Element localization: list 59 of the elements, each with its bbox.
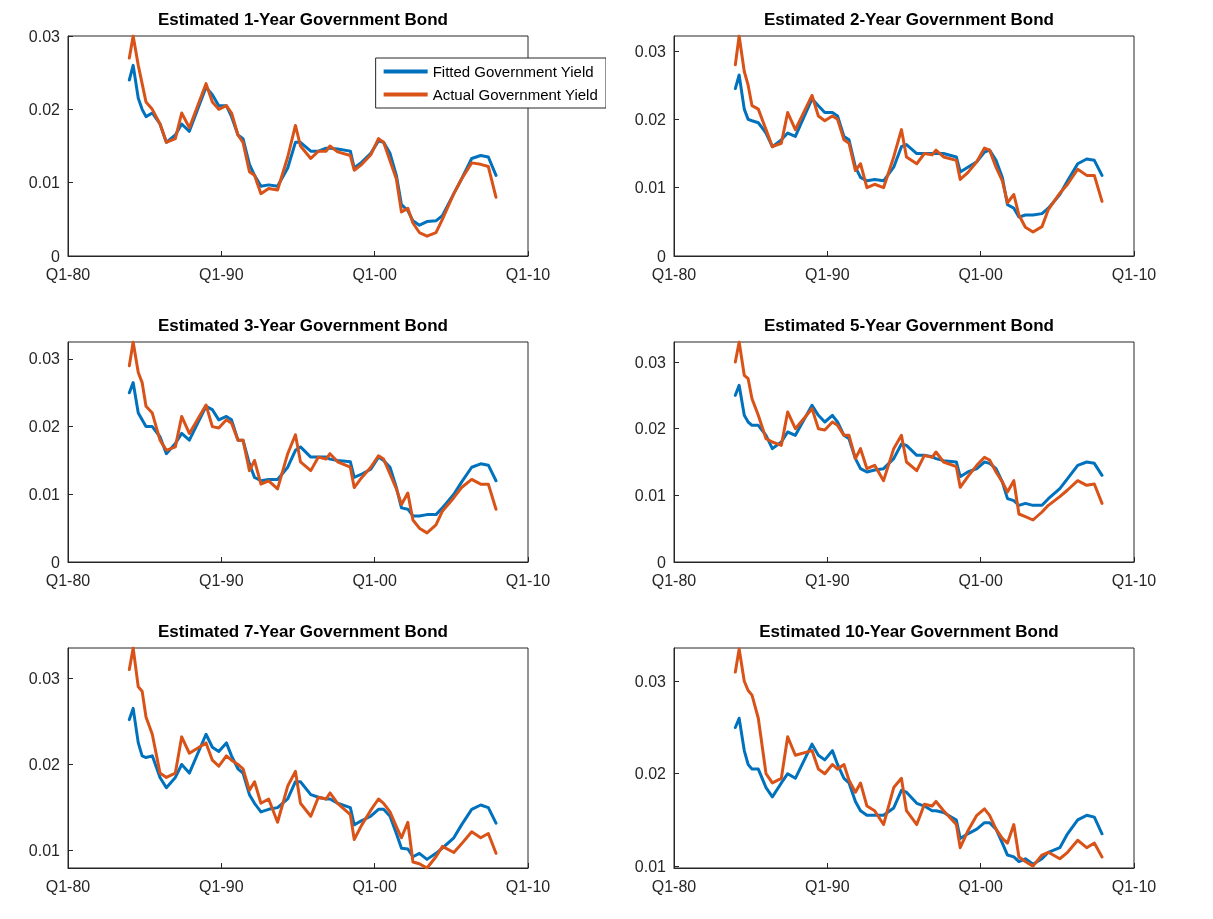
x-tick-label: Q1-00 [958, 877, 1003, 895]
x-tick-label: Q1-80 [651, 265, 697, 283]
x-tick-label: Q1-10 [1111, 571, 1157, 589]
y-tick-label: 0.03 [634, 353, 667, 371]
y-tick-label: 0.01 [28, 842, 61, 860]
line-series [127, 340, 498, 535]
y-tick-label: 0 [51, 247, 61, 265]
x-tick-label: Q1-90 [805, 877, 850, 895]
line-series [733, 34, 1104, 234]
x-tick-label: Q1-10 [505, 571, 551, 589]
chart-title: Estimated 10-Year Government Bond [759, 622, 1059, 641]
y-tick-label: 0.02 [634, 420, 667, 438]
x-tick-label: Q1-80 [45, 265, 91, 283]
y-tick-label: 0.01 [28, 485, 61, 503]
legend-label: Actual Government Yield [432, 86, 598, 103]
y-tick-label: 0 [657, 247, 667, 265]
x-tick-label: Q1-90 [199, 571, 244, 589]
y-tick-label: 0.01 [28, 174, 61, 192]
x-tick-label: Q1-80 [45, 877, 91, 895]
x-tick-label: Q1-90 [805, 571, 850, 589]
x-tick-label: Q1-00 [958, 265, 1003, 283]
chart-title: Estimated 5-Year Government Bond [763, 316, 1055, 335]
x-tick-label: Q1-80 [651, 571, 697, 589]
x-tick-label: Q1-90 [199, 877, 244, 895]
y-tick-label: 0.01 [634, 857, 667, 875]
x-tick-label: Q1-10 [505, 265, 551, 283]
x-tick-label: Q1-00 [352, 571, 397, 589]
y-tick-label: 0 [51, 553, 61, 571]
y-tick-label: 0.02 [634, 110, 667, 128]
line-series [733, 340, 1104, 522]
y-tick-label: 0.03 [28, 669, 61, 687]
line-series [733, 647, 1104, 868]
chart-title: Estimated 2-Year Government Bond [763, 10, 1055, 29]
x-tick-label: Q1-80 [45, 571, 91, 589]
y-tick-label: 0.02 [28, 100, 61, 118]
x-tick-label: Q1-00 [352, 265, 397, 283]
legend-label: Fitted Government Yield [432, 63, 594, 80]
y-tick-label: 0.03 [634, 42, 667, 60]
x-tick-label: Q1-90 [199, 265, 244, 283]
x-tick-label: Q1-90 [805, 265, 850, 283]
y-tick-label: 0.02 [28, 755, 61, 773]
y-tick-label: 0.02 [28, 418, 61, 436]
y-tick-label: 0.03 [634, 672, 667, 690]
x-tick-label: Q1-80 [651, 877, 697, 895]
chart-title: Estimated 7-Year Government Bond [157, 622, 449, 641]
x-tick-label: Q1-00 [958, 571, 1003, 589]
x-tick-label: Q1-10 [1111, 265, 1157, 283]
x-tick-label: Q1-10 [1111, 877, 1157, 895]
y-tick-label: 0.02 [634, 765, 667, 783]
x-tick-label: Q1-10 [505, 877, 551, 895]
line-series [127, 646, 498, 870]
chart-title: Estimated 1-Year Government Bond [157, 10, 449, 29]
y-tick-label: 0.01 [634, 179, 667, 197]
chart-title: Estimated 3-Year Government Bond [157, 316, 449, 335]
x-tick-label: Q1-00 [352, 877, 397, 895]
y-tick-label: 0 [657, 553, 667, 571]
y-tick-label: 0.03 [28, 350, 61, 368]
y-tick-label: 0.03 [28, 27, 61, 45]
y-tick-label: 0.01 [634, 486, 667, 504]
